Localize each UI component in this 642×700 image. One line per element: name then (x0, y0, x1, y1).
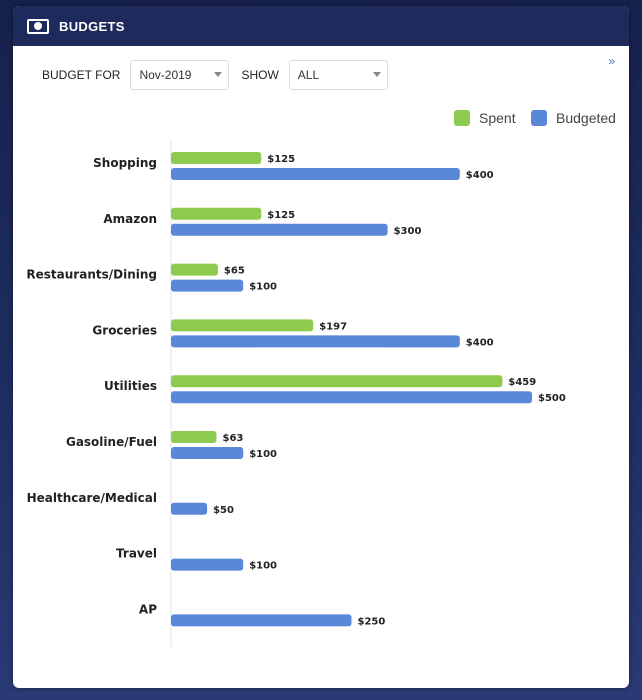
bar-spent-amazon (171, 207, 262, 220)
panel-header: BUDGETS (13, 6, 629, 46)
data-label-budgeted-ap: $250 (358, 616, 386, 627)
category-label-groceries: Groceries (92, 323, 157, 337)
bar-budgeted-shopping (171, 168, 460, 180)
bar-budgeted-utilities (171, 391, 532, 404)
data-label-budgeted-healthcare-medical: $50 (213, 505, 234, 516)
bar-budgeted-restaurants-dining (171, 279, 244, 292)
bar-budgeted-gasoline-fuel (171, 447, 244, 459)
legend-label-budgeted: Budgeted (556, 110, 616, 126)
data-label-spent-amazon: $125 (267, 210, 295, 221)
budget-month-select[interactable]: Nov-2019 (130, 60, 230, 90)
data-label-spent-utilities: $459 (508, 377, 536, 388)
data-label-budgeted-restaurants-dining: $100 (249, 282, 277, 293)
budget-month-value: Nov-2019 (139, 68, 192, 82)
data-label-spent-shopping: $125 (267, 154, 295, 165)
show-label: SHOW (241, 68, 279, 82)
bar-spent-restaurants-dining (171, 263, 218, 276)
bar-spent-gasoline-fuel (171, 431, 217, 443)
money-bill-icon (27, 18, 49, 34)
data-label-budgeted-amazon: $300 (394, 226, 422, 237)
data-label-budgeted-groceries: $400 (466, 337, 494, 348)
expand-icon[interactable]: » (608, 54, 615, 68)
category-label-shopping: Shopping (93, 156, 157, 170)
category-label-restaurants-dining: Restaurants/Dining (26, 268, 157, 282)
category-label-amazon: Amazon (103, 212, 157, 226)
category-label-travel: Travel (116, 547, 157, 561)
data-label-budgeted-gasoline-fuel: $100 (249, 449, 277, 460)
data-label-spent-groceries: $197 (319, 321, 347, 332)
budgets-panel: BUDGETS » BUDGET FOR Nov-2019 SHOW ALL S… (13, 6, 629, 688)
budget-for-label: BUDGET FOR (42, 68, 121, 82)
data-label-budgeted-utilities: $500 (538, 393, 566, 404)
legend-label-spent: Spent (479, 110, 516, 126)
chevron-down-icon (372, 72, 381, 77)
legend-swatch-budgeted (531, 110, 547, 126)
category-label-gasoline-fuel: Gasoline/Fuel (66, 435, 157, 449)
filter-controls: BUDGET FOR Nov-2019 SHOW ALL (42, 60, 400, 90)
data-label-spent-restaurants-dining: $65 (224, 266, 245, 277)
data-label-budgeted-shopping: $400 (466, 170, 494, 181)
bar-budgeted-amazon (171, 223, 388, 236)
bar-spent-shopping (171, 152, 262, 164)
show-filter-select[interactable]: ALL (288, 60, 388, 90)
bar-budgeted-groceries (171, 335, 460, 348)
bar-spent-utilities (171, 375, 503, 388)
bar-budgeted-healthcare-medical (171, 502, 208, 515)
budget-bar-chart: Spent Budgeted Shopping $125 $400 Amazon $125… (26, 110, 616, 647)
show-filter-value: ALL (297, 68, 320, 82)
data-label-budgeted-travel: $100 (249, 561, 277, 572)
bar-budgeted-ap (171, 614, 352, 627)
data-label-spent-gasoline-fuel: $63 (222, 433, 243, 444)
chevron-down-icon (214, 72, 223, 77)
legend-swatch-spent (454, 110, 470, 126)
category-label-utilities: Utilities (104, 379, 157, 393)
bar-spent-groceries (171, 319, 314, 332)
chart-legend: Spent Budgeted (454, 110, 616, 126)
bar-budgeted-travel (171, 558, 244, 571)
category-label-ap: AP (139, 602, 157, 616)
category-label-healthcare-medical: Healthcare/Medical (27, 491, 157, 505)
panel-title: BUDGETS (59, 18, 125, 34)
